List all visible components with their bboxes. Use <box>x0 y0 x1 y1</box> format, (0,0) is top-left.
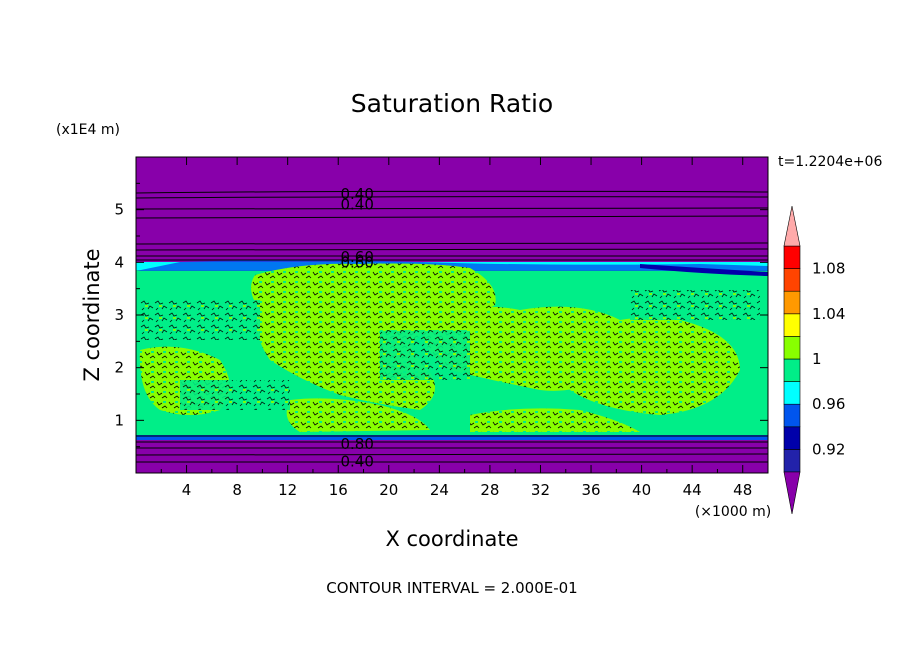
colorbar-bin <box>783 426 801 450</box>
x-tick-label: 12 <box>278 481 297 499</box>
contour-label: 0.60 <box>340 253 373 271</box>
colorbar-bin <box>783 268 801 292</box>
colorbar-tick-label: 0.96 <box>812 395 845 413</box>
x-tick-label: 4 <box>182 481 192 499</box>
x-tick-label: 36 <box>581 481 600 499</box>
x-axis-ticks: 4 8 12 16 20 24 28 32 36 40 44 48 <box>160 157 752 499</box>
colorbar-tick-label: 1 <box>812 350 822 368</box>
x-tick-label: 16 <box>329 481 348 499</box>
x-tick-label: 32 <box>531 481 550 499</box>
x-tick-label: 48 <box>733 481 752 499</box>
y-tick-label: 4 <box>114 253 124 271</box>
colorbar: 0.92 0.96 1 1.04 1.08 <box>783 205 845 515</box>
colorbar-tick-label: 1.08 <box>812 260 845 278</box>
y-tick-label: 1 <box>114 411 124 429</box>
contour-label: 0.80 <box>340 435 373 453</box>
contour-label: 0.60 <box>340 248 373 266</box>
colorbar-bin <box>783 403 801 428</box>
lower-contour-lines <box>136 435 768 463</box>
colorbar-bin <box>783 245 801 269</box>
contour-label: 0.40 <box>340 195 373 213</box>
chart-title: Saturation Ratio <box>351 89 553 118</box>
y-axis-ticks: 1 2 3 4 5 <box>114 182 768 448</box>
colorbar-bin <box>783 358 801 382</box>
y-tick-label: 3 <box>114 306 124 324</box>
x-tick-label: 28 <box>480 481 499 499</box>
colorbar-bin <box>783 336 801 360</box>
x-unit-label: (×1000 m) <box>695 504 771 520</box>
x-tick-label: 20 <box>379 481 398 499</box>
colorbar-max-extension <box>783 205 801 247</box>
y-tick-label: 5 <box>114 201 124 219</box>
colorbar-bin <box>783 449 801 473</box>
contour-label: 0.40 <box>340 452 373 470</box>
saturation-field <box>136 157 768 473</box>
colorbar-bin <box>783 381 801 405</box>
time-label: t=1.2204e+06 <box>778 154 882 170</box>
x-tick-label: 8 <box>232 481 242 499</box>
x-tick-label: 24 <box>430 481 449 499</box>
contour-labels: 0.400.400.600.600.800.40 <box>340 185 373 471</box>
colorbar-tick-label: 1.04 <box>812 305 845 323</box>
colorbar-bin <box>783 290 801 315</box>
y-tick-label: 2 <box>114 359 124 377</box>
y-unit-label: (x1E4 m) <box>56 122 120 138</box>
colorbar-bin <box>783 313 801 337</box>
contour-interval-note: CONTOUR INTERVAL = 2.000E-01 <box>326 579 577 597</box>
colorbar-tick-label: 0.92 <box>812 440 845 458</box>
x-tick-label: 44 <box>683 481 702 499</box>
x-axis-title: X coordinate <box>385 527 518 551</box>
x-tick-label: 40 <box>632 481 651 499</box>
upper-contour-lines <box>136 190 768 261</box>
contour-label: 0.40 <box>340 185 373 203</box>
y-axis-title: Z coordinate <box>80 248 104 381</box>
colorbar-min-extension <box>783 471 801 515</box>
